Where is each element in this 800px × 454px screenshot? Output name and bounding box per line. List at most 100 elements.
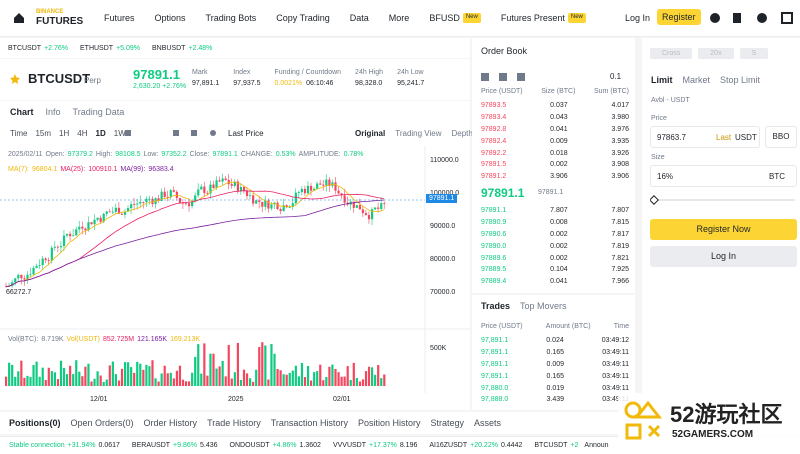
bid-row: 97890.6 0.002 7.817: [481, 229, 629, 241]
interval[interactable]: 4H: [77, 129, 88, 138]
menu-item[interactable]: Options: [155, 13, 186, 23]
ma-line: [5, 199, 385, 287]
status-symbol: BTCUSDT: [534, 442, 568, 449]
home-icon[interactable]: [12, 11, 26, 25]
interval[interactable]: 1W: [113, 129, 126, 138]
trade-row-cell: 97,891.1: [481, 349, 509, 357]
logo-sub[interactable]: FUTURES: [36, 16, 84, 27]
volume-bar: [17, 371, 20, 386]
trade-tab[interactable]: Top Movers: [520, 301, 567, 311]
mid-sub: 97891.1: [538, 189, 564, 196]
ask-row-cell: 0.002: [550, 161, 568, 169]
menu-item[interactable]: Copy Trading: [276, 13, 330, 23]
candle-body: [267, 200, 270, 209]
trade-row-cell: 03:49:11: [602, 384, 629, 392]
bottom-tab[interactable]: Trade History: [207, 418, 261, 428]
order-tab[interactable]: Market: [682, 75, 711, 85]
bottom-tab[interactable]: Order History: [143, 418, 198, 428]
bids: 97891.1 7.807 7.807 97890.9 0.008 7.815 97890.…: [481, 205, 629, 288]
info-item: High:: [95, 151, 113, 158]
bottom-tab[interactable]: Positions(0): [9, 418, 61, 428]
bottom-tab[interactable]: Assets: [474, 418, 502, 428]
candle-body: [285, 205, 288, 208]
bottom-tab[interactable]: Open Orders(0): [70, 418, 134, 428]
menu-item[interactable]: Futures: [104, 13, 135, 23]
logo[interactable]: BINANCE: [36, 9, 64, 15]
interval[interactable]: 15m: [35, 129, 52, 138]
icons[interactable]: [708, 11, 798, 25]
volume-bar: [41, 367, 44, 386]
chart-tab[interactable]: Trading Data: [72, 107, 125, 117]
volume-bar: [38, 376, 41, 386]
ask-row-cell: 3.976: [611, 125, 629, 133]
margin-button[interactable]: Cross: [650, 48, 693, 59]
margin-button[interactable]: 20x: [698, 48, 734, 59]
view[interactable]: Depth: [451, 129, 473, 138]
status-price: 5.436: [199, 442, 218, 449]
price-input[interactable]: 97863.7 Last USDT: [650, 126, 760, 148]
bid-row-cell: 97890.9: [481, 219, 507, 227]
candle-body: [139, 201, 142, 204]
candle-body: [261, 201, 264, 207]
candle-body: [145, 198, 148, 203]
view[interactable]: Original: [355, 129, 386, 138]
tool-icons[interactable]: [125, 128, 220, 138]
bottom-tab[interactable]: Transaction History: [270, 418, 348, 428]
login[interactable]: Log In: [625, 13, 651, 23]
menu-item[interactable]: Futures Present New: [501, 13, 586, 23]
order-tab[interactable]: Limit: [651, 75, 673, 85]
trade-tab[interactable]: Trades: [481, 301, 511, 311]
stat-value: 97,937.5: [233, 80, 261, 87]
status-change: +17.37%: [369, 442, 397, 449]
ob-view-icons[interactable]: [481, 72, 531, 82]
last-price: 97891.1: [133, 67, 180, 82]
bottom-tab[interactable]: Position History: [357, 418, 421, 428]
bottom-tab[interactable]: Strategy: [430, 418, 465, 428]
form-login[interactable]: Log In: [650, 246, 797, 267]
price-type[interactable]: Last Price: [228, 129, 264, 138]
candle-body: [374, 207, 377, 210]
menu-item[interactable]: Trading Bots: [206, 13, 257, 23]
interval[interactable]: 1H: [59, 129, 70, 138]
menu-item[interactable]: Data: [350, 13, 369, 23]
ob-step[interactable]: 0.1: [610, 72, 622, 81]
slider[interactable]: [650, 195, 797, 205]
symbol[interactable]: BTCUSDT: [28, 71, 91, 86]
ob-col: Price (USDT) Size (BTC) Sum (BTC): [481, 88, 629, 95]
candle-body: [166, 196, 169, 198]
volume-bar: [361, 379, 365, 386]
trade-columns: Price (USDT) Amount (BTC) Time: [481, 323, 629, 330]
ticker-symbol[interactable]: BTCUSDT: [8, 44, 42, 52]
volume-bar: [93, 378, 96, 386]
register[interactable]: Register: [657, 9, 701, 25]
volume-bar: [35, 361, 38, 386]
bid-row-cell: 7.807: [550, 207, 568, 215]
bbo[interactable]: BBO: [765, 126, 797, 148]
info-item: 0.78%: [343, 151, 364, 158]
menu-label: Options: [154, 13, 186, 23]
price-chart: [0, 146, 470, 393]
chart-tab[interactable]: Chart: [10, 107, 34, 117]
candle-body: [334, 182, 337, 191]
trade-row: 97,880.0 0.019 03:49:11: [481, 382, 629, 394]
interval[interactable]: 1D: [95, 129, 106, 138]
menu-item[interactable]: More: [389, 13, 410, 23]
size-input[interactable]: 16% BTC: [650, 165, 797, 187]
candle-body: [148, 198, 151, 200]
status-change: +4.86%: [272, 442, 297, 449]
ticker-symbol[interactable]: BNBUSDT: [152, 44, 186, 52]
menu-item[interactable]: BFUSD New: [429, 13, 481, 23]
vol-item: 121.165K: [137, 336, 168, 343]
margin-button[interactable]: S: [739, 48, 769, 59]
candle-body: [78, 226, 81, 230]
register-now[interactable]: Register Now: [650, 219, 797, 240]
chart-tab[interactable]: Info: [45, 107, 61, 117]
view[interactable]: Trading View: [395, 129, 442, 138]
ma-line: [5, 190, 385, 287]
ticker-symbol[interactable]: ETHUSDT: [80, 44, 114, 52]
menu-label: More: [388, 13, 410, 23]
star[interactable]: [10, 74, 20, 84]
volume-bar: [200, 373, 203, 386]
stat-value: 98,328.0: [355, 80, 383, 87]
order-tab[interactable]: Stop Limit: [720, 75, 761, 85]
